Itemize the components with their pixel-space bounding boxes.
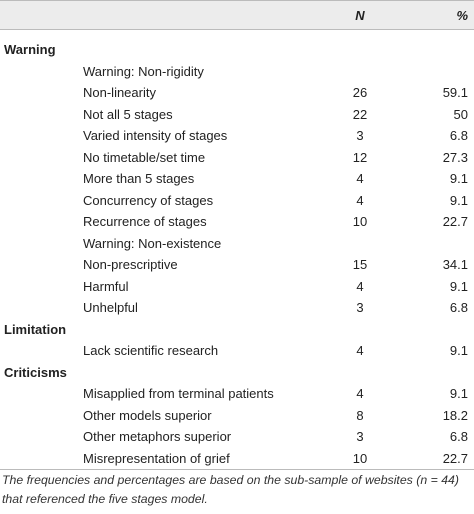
row-label: Other metaphors superior <box>83 429 232 444</box>
row-n: 8 <box>356 407 364 423</box>
row-label: Misrepresentation of grief <box>83 450 230 466</box>
row-n: 3 <box>356 128 364 143</box>
row-pct: 27.3 <box>442 149 468 165</box>
row-pct: 9.1 <box>449 278 468 294</box>
row-n: 4 <box>356 278 364 294</box>
section-title: Criticisms <box>4 364 67 380</box>
row-label: Not all 5 stages <box>83 106 173 122</box>
section-title: Warning <box>4 42 56 57</box>
row-n: 15 <box>352 257 368 272</box>
header-row: N % <box>0 0 474 30</box>
row-pct: 9.1 <box>449 171 468 186</box>
footnote: The frequencies and percentages are base… <box>2 473 459 506</box>
group-title: Warning: Non-rigidity <box>83 63 204 79</box>
section-title: Limitation <box>4 321 67 337</box>
row-label: Recurrence of stages <box>83 214 207 229</box>
group-title: Warning: Non-existence <box>83 235 222 251</box>
row-label: Lack scientific research <box>83 343 219 358</box>
row-label: Concurrency of stages <box>83 192 214 208</box>
row-n: 3 <box>356 429 364 444</box>
row-label: Varied intensity of stages <box>83 128 228 143</box>
row-pct: 9.1 <box>449 192 468 208</box>
row-label: Misapplied from terminal patients <box>83 386 274 401</box>
row-n: 10 <box>352 450 368 466</box>
row-n: 4 <box>356 343 364 358</box>
row-label: Non-linearity <box>83 85 156 100</box>
row-pct: 9.1 <box>449 386 468 401</box>
row-n: 12 <box>352 149 368 165</box>
header-n: N <box>355 8 365 23</box>
row-label: Harmful <box>83 278 129 294</box>
row-label: Unhelpful <box>83 300 138 315</box>
row-pct: 22.7 <box>442 450 468 466</box>
row-n: 3 <box>356 300 364 315</box>
row-label: More than 5 stages <box>83 171 195 186</box>
row-label: No timetable/set time <box>83 149 206 165</box>
row-pct: 6.8 <box>449 128 468 143</box>
row-n: 22 <box>352 106 368 122</box>
bottom-rule <box>0 469 474 470</box>
row-pct: 34.1 <box>442 257 468 272</box>
row-n: 4 <box>356 192 364 208</box>
header-pct: % <box>456 8 468 23</box>
row-pct: 59.1 <box>442 85 468 100</box>
row-label: Other models superior <box>83 407 212 423</box>
row-n: 4 <box>356 171 364 186</box>
row-pct: 22.7 <box>442 214 468 229</box>
row-pct: 9.1 <box>449 343 468 358</box>
row-n: 10 <box>352 214 368 229</box>
row-pct: 50 <box>453 106 468 122</box>
row-n: 4 <box>356 386 364 401</box>
row-pct: 6.8 <box>449 300 468 315</box>
row-n: 26 <box>352 85 368 100</box>
row-label: Non-prescriptive <box>83 257 178 272</box>
row-pct: 18.2 <box>442 407 468 423</box>
row-pct: 6.8 <box>449 429 468 444</box>
